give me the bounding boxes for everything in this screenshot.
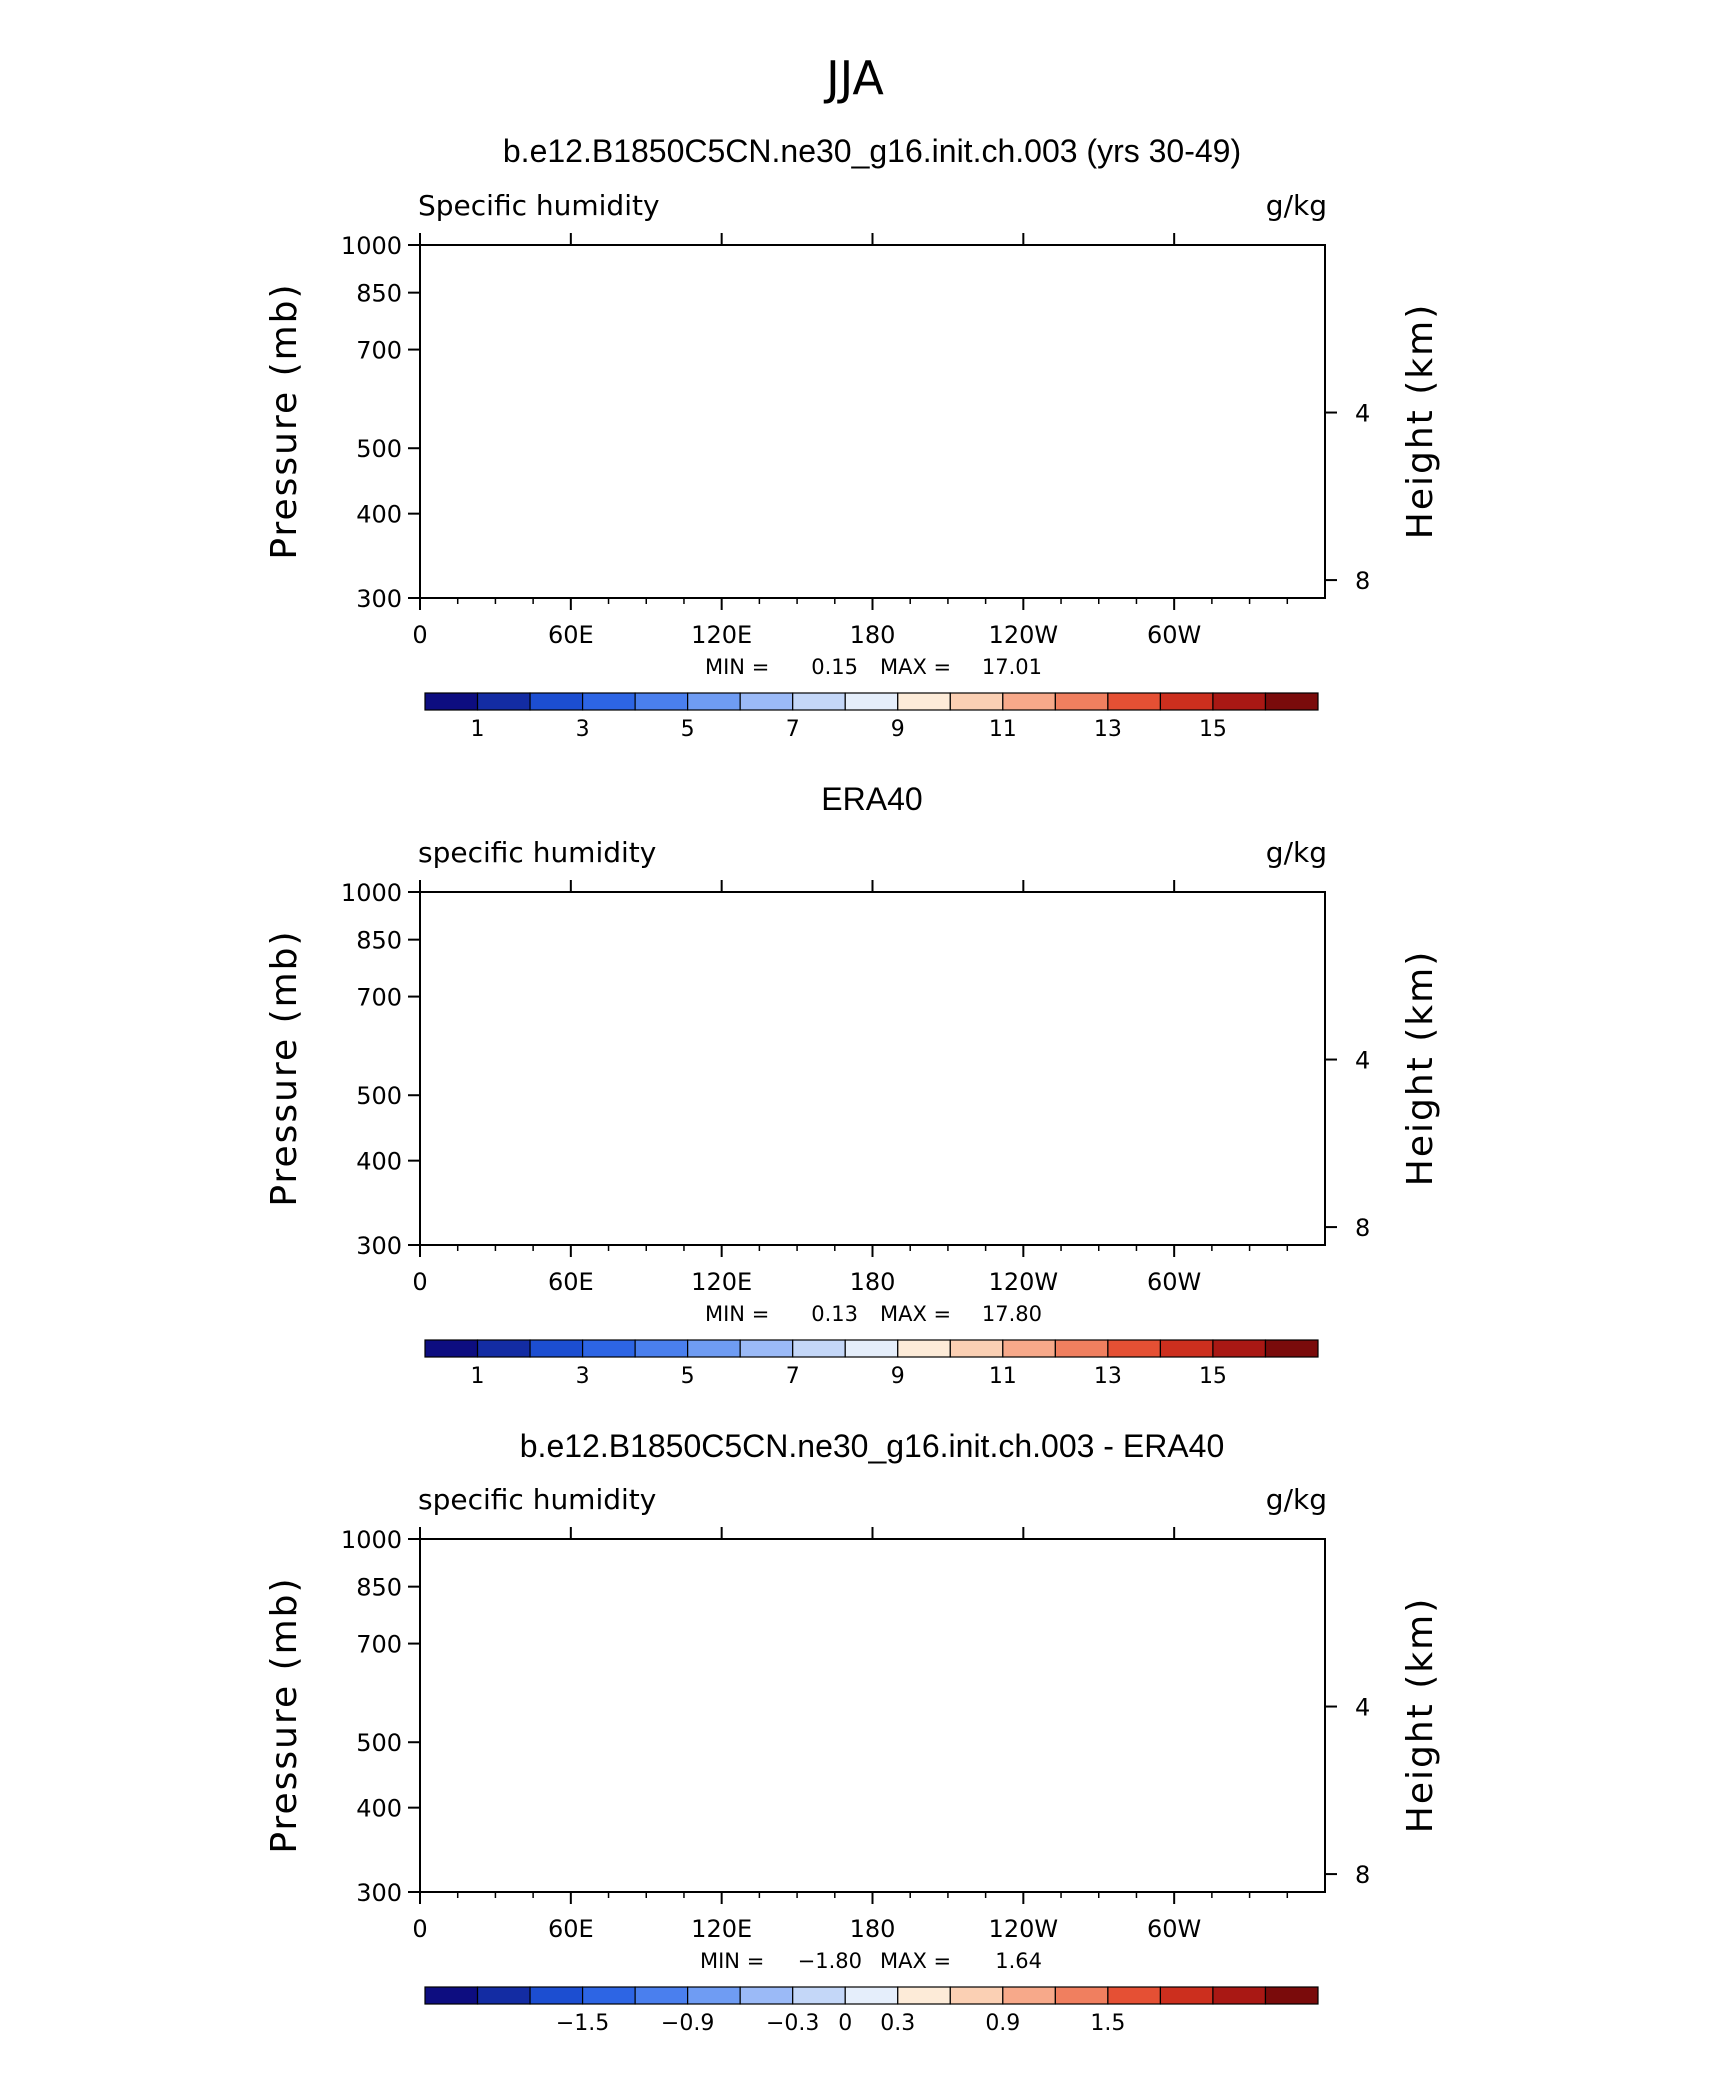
- panel-title: b.e12.B1850C5CN.ne30_g16.init.ch.003 (yr…: [503, 133, 1241, 169]
- panel-model: b.e12.B1850C5CN.ne30_g16.init.ch.003 (yr…: [264, 133, 1441, 742]
- variable-label: Specific humidity: [418, 189, 660, 222]
- figure-title: JJA: [823, 51, 884, 105]
- units-label: g/kg: [1266, 189, 1327, 222]
